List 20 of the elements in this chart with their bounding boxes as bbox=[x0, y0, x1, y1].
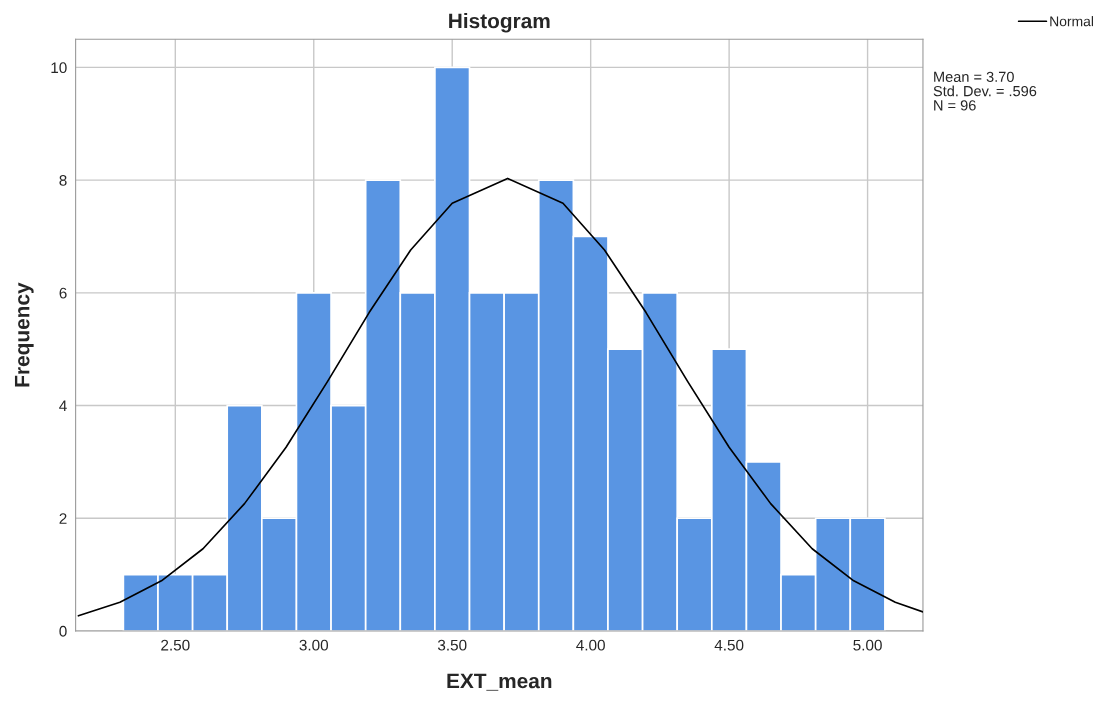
x-tick-label: 4.50 bbox=[714, 639, 744, 651]
line-series bbox=[77, 177, 923, 617]
x-tick-label: 3.50 bbox=[437, 639, 467, 651]
text: N = 96 bbox=[934, 100, 976, 111]
y-axis-title: Frequency bbox=[14, 282, 34, 387]
x-tick-label: 4.00 bbox=[576, 639, 605, 651]
y-tick-label: 2 bbox=[59, 513, 67, 524]
x-tick-label: 3.00 bbox=[299, 639, 329, 651]
y-tick-label: 4 bbox=[59, 400, 67, 412]
x-tick-label: 2.50 bbox=[161, 639, 190, 651]
chart-title: Histogram bbox=[449, 13, 550, 33]
y-tick-label: 0 bbox=[59, 625, 67, 637]
text: Mean = 3.70 bbox=[934, 71, 1014, 83]
x-axis-title: EXT_mean bbox=[447, 673, 552, 691]
x-tick-label: 5.00 bbox=[853, 639, 882, 651]
y-tick-label: 6 bbox=[59, 287, 67, 299]
legend-label: Normal bbox=[1050, 16, 1094, 27]
text: Std. Dev. = .596 bbox=[933, 85, 1037, 97]
y-tick-label: 10 bbox=[51, 62, 67, 74]
y-tick-label: 8 bbox=[59, 174, 67, 186]
